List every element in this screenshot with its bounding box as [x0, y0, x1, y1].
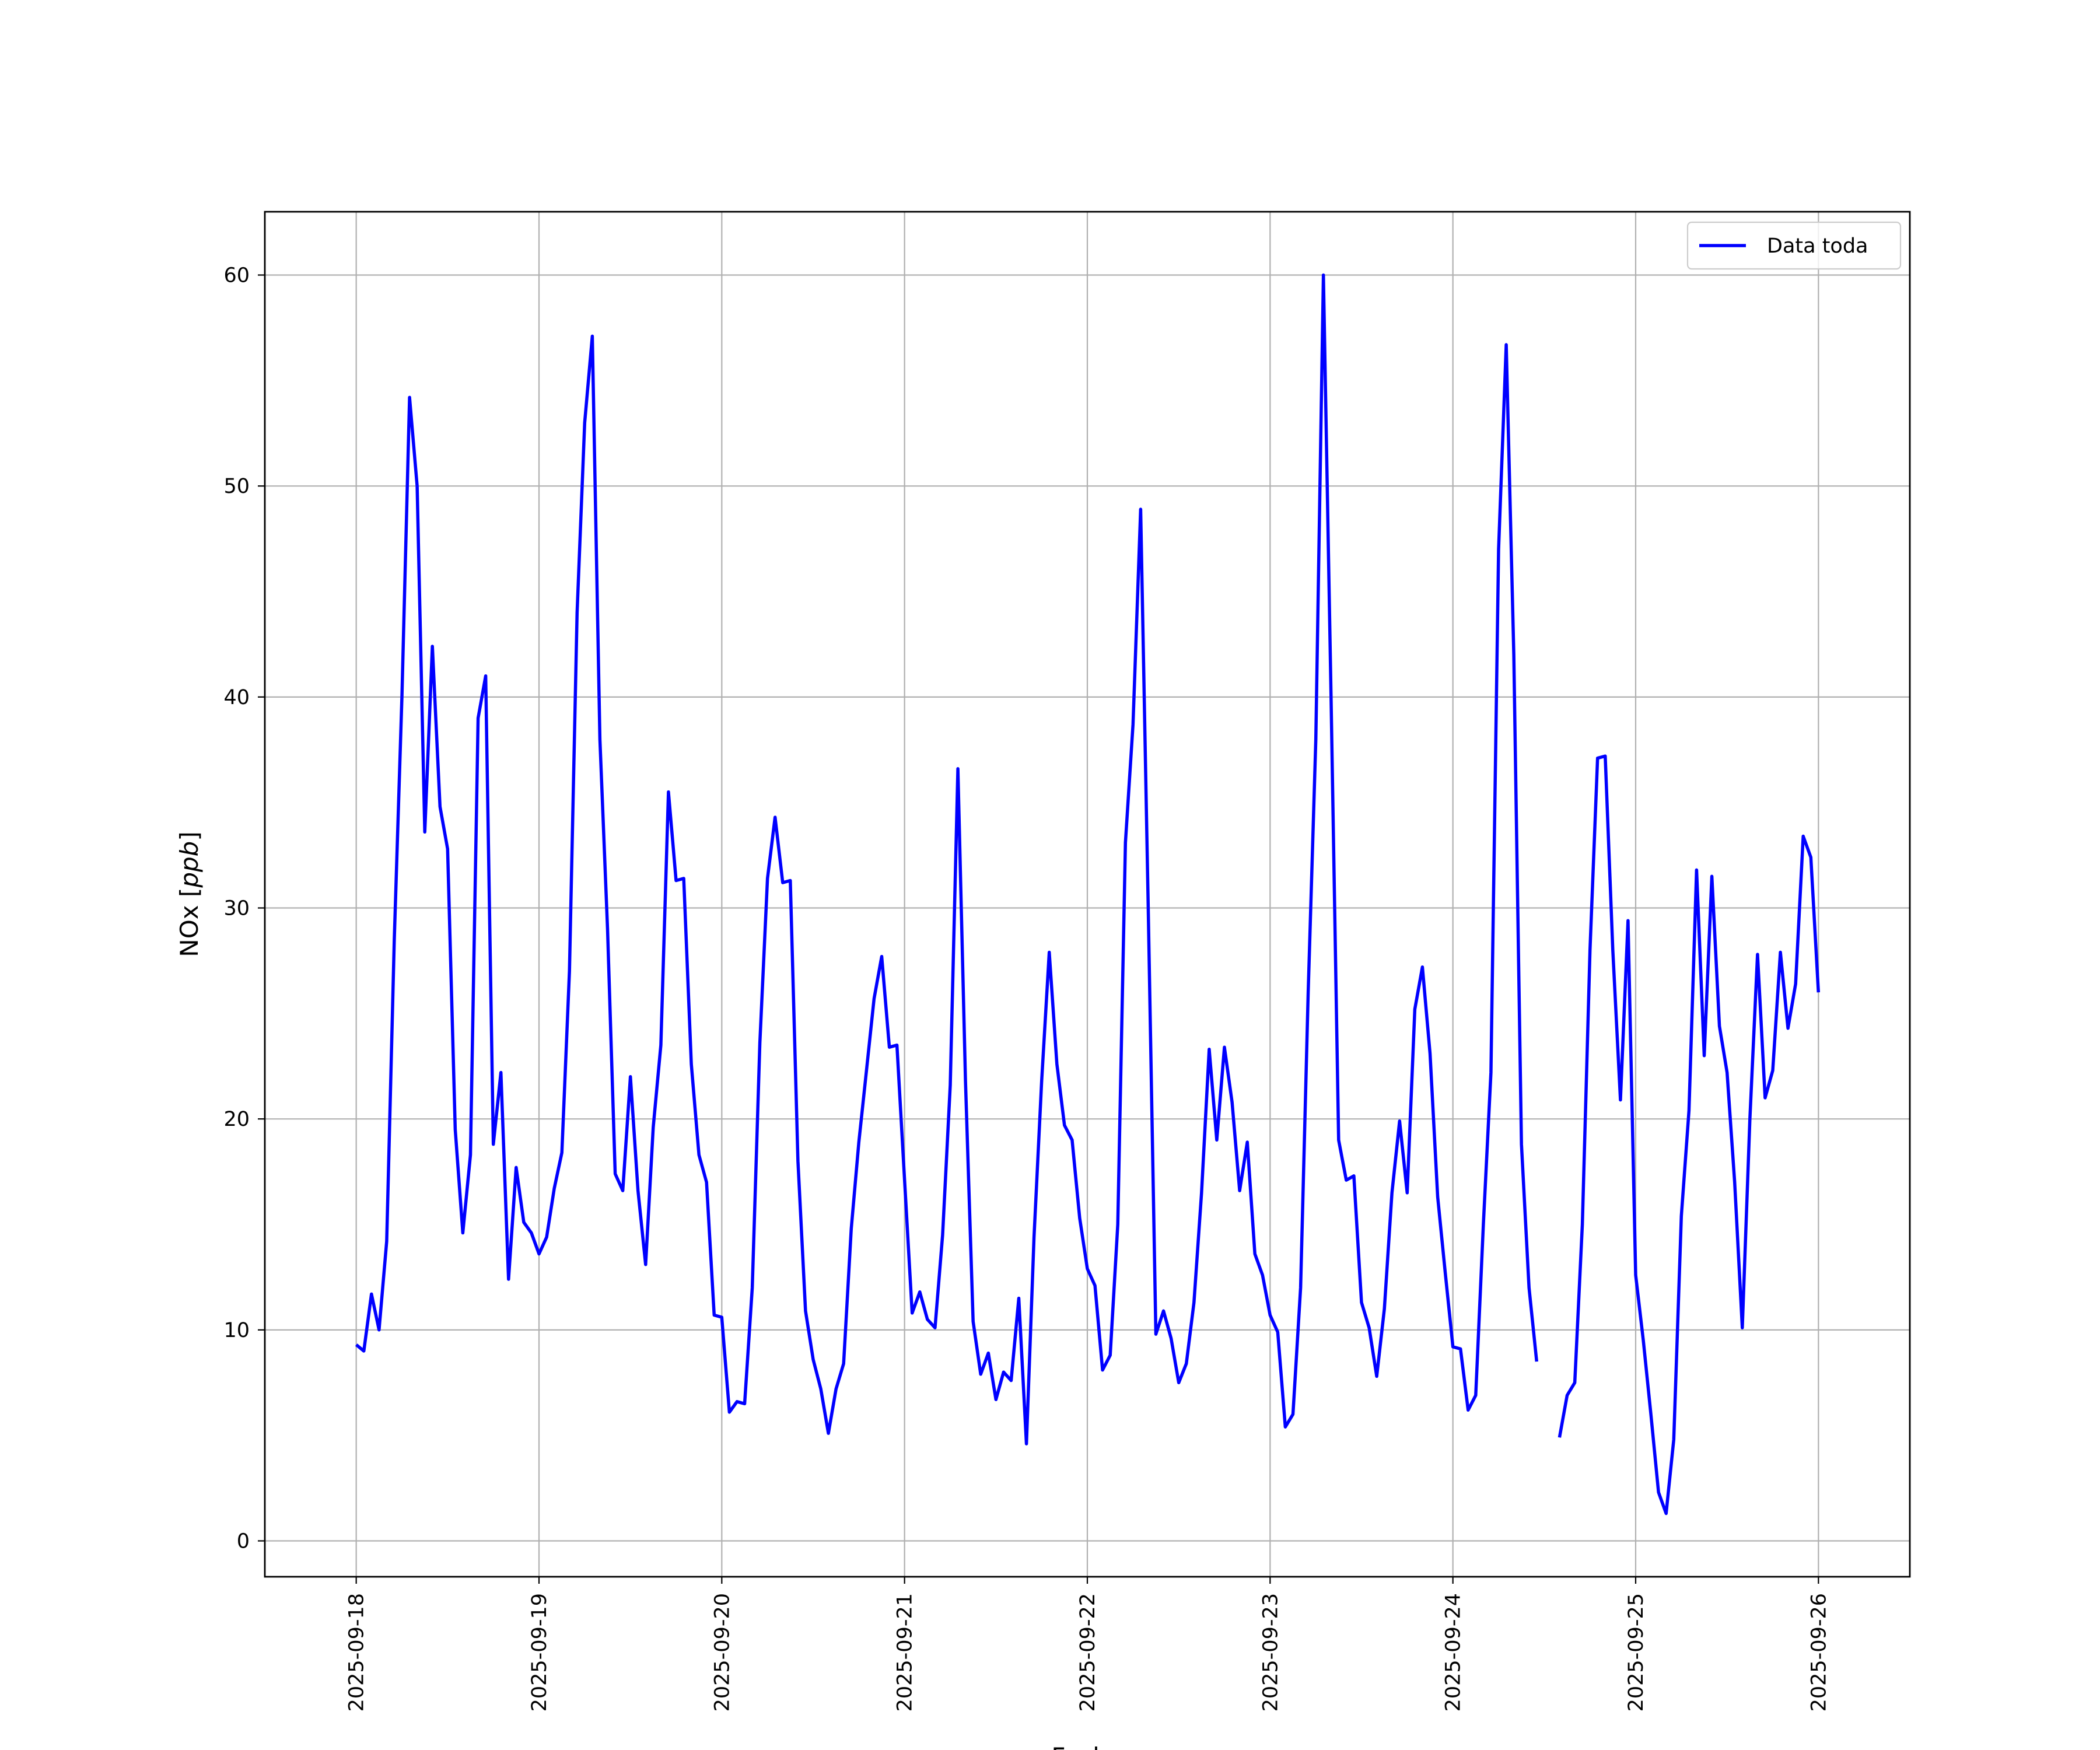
- y-axis-title-unit: ppb: [175, 841, 204, 888]
- y-axis-title: NOx [ppb]: [175, 831, 204, 957]
- series-line-data-toda: [355, 273, 1539, 1446]
- y-tick-label: 20: [223, 1108, 250, 1131]
- y-tick-label: 0: [237, 1530, 250, 1553]
- y-tick-label: 10: [223, 1319, 250, 1342]
- x-tick-label: 2025-09-18: [345, 1593, 369, 1712]
- x-tick-label: 2025-09-24: [1442, 1593, 1465, 1712]
- ticks: 2025-09-18 2025-09-19 2025-09-20 2025-09-21…: [223, 264, 1831, 1712]
- legend-box: [1686, 221, 1902, 270]
- x-tick-label: 2025-09-23: [1259, 1593, 1282, 1712]
- x-tick-label: 2025-09-21: [894, 1593, 917, 1712]
- y-tick-label: 40: [223, 686, 250, 709]
- y-tick-label: 50: [223, 475, 250, 498]
- x-tick-label: 2025-09-26: [1807, 1593, 1831, 1712]
- y-axis-title-main: NOx [: [175, 888, 204, 957]
- x-axis-title: Fecha: [1051, 1742, 1123, 1750]
- x-tick-label: 2025-09-19: [528, 1593, 551, 1712]
- legend-label: Data toda: [1767, 235, 1868, 258]
- x-tick-label: 2025-09-25: [1625, 1593, 1648, 1712]
- series-line-data-toda: [1558, 754, 1821, 1516]
- legend: Data toda: [1686, 221, 1902, 270]
- y-tick-label: 30: [223, 897, 250, 921]
- y-axis-title-close: ]: [175, 831, 204, 841]
- x-tick-label: 2025-09-20: [710, 1593, 734, 1712]
- x-tick-label: 2025-09-22: [1076, 1593, 1100, 1712]
- y-tick-label: 60: [223, 264, 250, 288]
- grid: [265, 212, 1910, 1577]
- series-layer: [355, 273, 1821, 1516]
- plot-frame: [264, 211, 1911, 1578]
